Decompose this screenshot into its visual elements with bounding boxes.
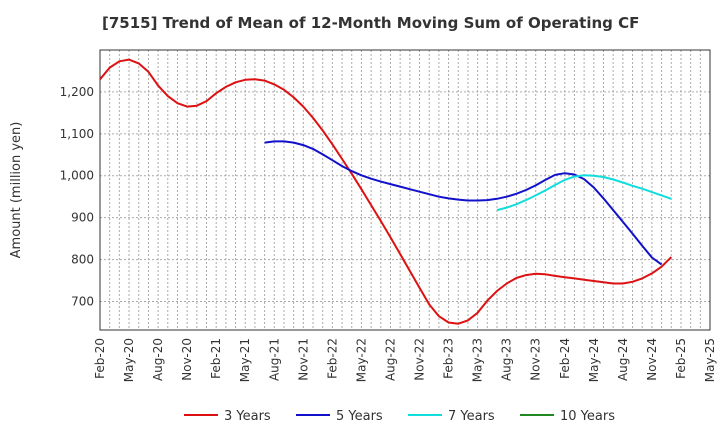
x-tick-label: Nov-21 bbox=[296, 338, 310, 381]
legend-label: 7 Years bbox=[448, 409, 495, 424]
legend-label: 3 Years bbox=[224, 409, 271, 424]
x-tick-label: Aug-24 bbox=[616, 338, 630, 381]
y-tick-label: 1,000 bbox=[60, 169, 94, 183]
y-tick-label: 700 bbox=[71, 294, 94, 308]
x-tick-label: Nov-22 bbox=[413, 338, 427, 381]
legend: 3 Years 5 Years 7 Years 10 Years bbox=[184, 409, 615, 424]
x-tick-label: Nov-23 bbox=[529, 338, 543, 381]
x-tick-label: Aug-22 bbox=[383, 338, 397, 381]
x-tick-label: Aug-23 bbox=[500, 338, 514, 381]
x-tick-label: Feb-21 bbox=[209, 338, 223, 379]
x-tick-label: Aug-20 bbox=[151, 338, 165, 381]
x-tick-label: May-23 bbox=[471, 338, 485, 382]
chart-title: [7515] Trend of Mean of 12-Month Moving … bbox=[102, 14, 639, 32]
x-tick-label: May-22 bbox=[354, 338, 368, 382]
x-tick-label: Aug-21 bbox=[267, 338, 281, 381]
series-lines bbox=[99, 58, 673, 325]
legend-label: 5 Years bbox=[336, 409, 383, 424]
x-tick-label: Feb-23 bbox=[442, 338, 456, 379]
series-line-5-years bbox=[264, 140, 663, 266]
x-tick-label: Feb-20 bbox=[93, 338, 107, 379]
grid bbox=[99, 50, 711, 330]
x-tick-label: Feb-22 bbox=[325, 338, 339, 379]
y-tick-label: 800 bbox=[71, 253, 94, 267]
x-tick-label: Nov-20 bbox=[180, 338, 194, 381]
x-tick-label: May-24 bbox=[587, 338, 601, 382]
y-axis-label: Amount (million yen) bbox=[9, 122, 24, 259]
legend-label: 10 Years bbox=[560, 409, 615, 424]
plot-frame bbox=[99, 49, 711, 331]
x-axis: Feb-20 May-20 Aug-20 Nov-20 Feb-21 May-21 Aug-… bbox=[93, 338, 717, 382]
x-tick-label: Feb-25 bbox=[674, 338, 688, 379]
y-tick-label: 1,100 bbox=[60, 127, 94, 141]
x-tick-label: Feb-24 bbox=[558, 338, 572, 379]
series-line-7-years bbox=[496, 174, 672, 212]
y-axis: 700 800 900 1,000 1,100 1,200 bbox=[60, 85, 94, 309]
x-tick-label: Nov-24 bbox=[645, 338, 659, 381]
y-tick-label: 1,200 bbox=[60, 85, 94, 99]
x-tick-label: May-25 bbox=[703, 338, 717, 382]
y-tick-label: 900 bbox=[71, 211, 94, 225]
x-tick-label: May-21 bbox=[238, 338, 252, 382]
x-tick-label: May-20 bbox=[122, 338, 136, 382]
series-line-3-years bbox=[99, 58, 673, 325]
